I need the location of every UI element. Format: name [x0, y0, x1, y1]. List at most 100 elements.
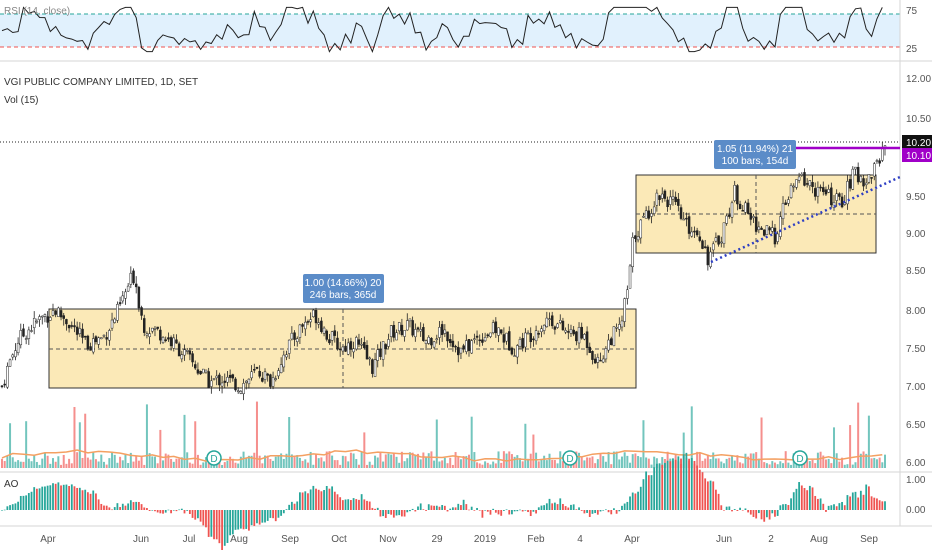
volume-bar	[760, 417, 763, 468]
candle-body	[695, 230, 699, 236]
candle-body	[121, 295, 125, 302]
dividend-marker[interactable]: D	[206, 450, 222, 466]
candle-body	[14, 350, 17, 358]
volume-bar	[814, 463, 817, 468]
ao-bar	[323, 490, 325, 510]
volume-bar	[344, 456, 347, 468]
candle-body	[148, 333, 151, 337]
volume-bar	[720, 461, 723, 468]
ao-bar	[229, 510, 232, 536]
ao-bar	[317, 489, 320, 510]
candle-body	[505, 332, 508, 342]
ao-bar	[825, 510, 827, 512]
volume-bar	[250, 455, 253, 468]
ao-bar	[105, 505, 108, 510]
ao-bar	[22, 495, 25, 510]
ao-bar	[468, 509, 470, 511]
candle-body	[392, 324, 396, 338]
candle-body	[636, 236, 640, 241]
candle-body	[258, 370, 261, 377]
ao-bar	[768, 510, 771, 520]
dividend-marker[interactable]: D	[792, 450, 808, 466]
volume-bar	[97, 461, 100, 468]
candle-body	[572, 329, 575, 335]
ao-bar	[38, 488, 41, 510]
candle-body	[577, 327, 581, 344]
volume-bar	[728, 457, 731, 468]
ao-bar	[607, 510, 610, 513]
volume-bar	[390, 454, 393, 468]
ao-bar	[156, 510, 159, 513]
candle-body	[73, 325, 76, 328]
volume-bar	[231, 458, 234, 468]
volume-bar	[137, 460, 140, 468]
ao-bar	[532, 510, 535, 512]
ao-bar	[792, 492, 795, 510]
ao-bar	[604, 509, 607, 511]
volume-bar	[382, 461, 385, 468]
range-annotation-2018[interactable]: 1.00 (14.66%) 20 246 bars, 365d	[303, 274, 384, 303]
candle-body	[435, 338, 439, 341]
candle-body	[406, 320, 409, 331]
volume-bar	[811, 459, 814, 468]
volume-bar	[78, 422, 81, 468]
candle-body	[706, 246, 710, 266]
candle-body	[250, 371, 253, 379]
dividend-marker[interactable]: D	[562, 450, 578, 466]
volume-bar	[188, 462, 191, 468]
ao-bar	[162, 510, 164, 514]
volume-bar	[508, 451, 511, 468]
ao-bar	[537, 507, 540, 510]
volume-bar	[266, 455, 269, 468]
candle-body	[105, 337, 108, 340]
candle-body	[518, 339, 522, 347]
volume-bar	[116, 462, 119, 468]
range-annotation-line2: 100 bars, 154d	[722, 156, 789, 167]
volume-bar	[352, 453, 355, 468]
range-annotation-2019[interactable]: 1.05 (11.94%) 21 100 bars, 154d	[714, 140, 796, 169]
volume-bar	[822, 455, 825, 468]
candle-body	[24, 338, 28, 340]
volume-bar	[186, 452, 189, 468]
volume-bar	[140, 455, 143, 468]
ao-bar	[17, 501, 20, 510]
ao-bar	[645, 471, 648, 510]
ao-bar	[285, 509, 288, 510]
volume-bar	[854, 462, 857, 468]
ao-bar	[741, 509, 744, 511]
ao-bar	[11, 504, 14, 510]
candle-body	[196, 369, 200, 374]
candle-body	[400, 324, 404, 335]
candle-body	[827, 189, 830, 193]
ao-bar	[258, 510, 261, 525]
candle-body	[202, 368, 205, 374]
volume-bar	[862, 451, 865, 468]
ao-bar	[293, 503, 296, 510]
candle-body	[164, 339, 167, 341]
volume-bar	[60, 464, 63, 468]
volume-bar	[524, 423, 527, 468]
volume-bar	[682, 432, 685, 468]
ao-bar	[747, 510, 750, 513]
candle-body	[51, 310, 55, 316]
ao-bar	[446, 510, 449, 512]
volume-bar	[366, 464, 369, 468]
volume-bar	[172, 461, 175, 468]
candle-body	[314, 310, 318, 324]
candle-body	[212, 378, 216, 380]
ao-bar	[586, 510, 588, 513]
candle-body	[628, 265, 632, 289]
candle-body	[481, 339, 484, 343]
volume-moving-average	[1, 449, 883, 462]
volume-bar	[470, 416, 473, 468]
ao-bar	[245, 510, 248, 529]
range-annotation-bg	[303, 274, 384, 303]
ao-bar	[14, 503, 17, 510]
candle-body	[27, 329, 31, 339]
ao-bar	[591, 510, 594, 514]
ao-bar	[460, 505, 462, 510]
candle-body	[78, 328, 82, 334]
ao-bar	[570, 504, 572, 510]
volume-bar	[816, 452, 819, 468]
